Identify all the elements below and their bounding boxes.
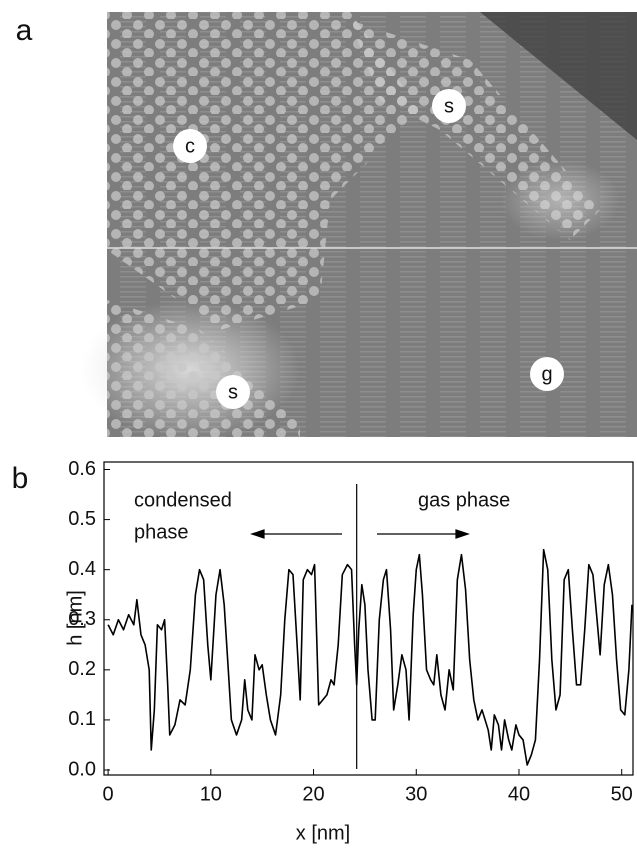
marker-label: c bbox=[185, 135, 195, 157]
y-tick-label: 0.2 bbox=[68, 658, 96, 680]
marker-label: g bbox=[541, 363, 552, 385]
annotation: phase bbox=[134, 521, 189, 543]
x-axis-label: x [nm] bbox=[296, 822, 350, 844]
trace bbox=[107, 548, 633, 766]
y-tick-label: 0.6 bbox=[68, 458, 96, 480]
y-tick-label: 0.3 bbox=[68, 608, 96, 630]
y-tick-label: 0.5 bbox=[68, 508, 96, 530]
panel-label: b bbox=[12, 462, 29, 495]
x-tick-label: 20 bbox=[302, 783, 324, 805]
panel-label: a bbox=[16, 14, 33, 47]
y-tick-label: 0.1 bbox=[68, 708, 96, 730]
y-tick-label: 0.4 bbox=[68, 558, 96, 580]
plot-frame bbox=[103, 461, 634, 776]
arrows bbox=[250, 529, 470, 539]
x-tick-label: 40 bbox=[508, 783, 530, 805]
marker-label: s bbox=[444, 95, 454, 117]
x-tick-label: 30 bbox=[405, 783, 427, 805]
x-tick-label: 50 bbox=[611, 783, 633, 805]
x-tick-label: 0 bbox=[103, 783, 114, 805]
annotation: gas phase bbox=[418, 489, 510, 511]
y-tick-label: 0.0 bbox=[68, 758, 96, 780]
annotation: condensed bbox=[134, 489, 232, 511]
y-axis-label: h [nm] bbox=[64, 590, 86, 646]
stm-image: c s s g bbox=[80, 12, 637, 440]
x-tick-label: 10 bbox=[200, 783, 222, 805]
marker-label: s bbox=[228, 381, 238, 403]
